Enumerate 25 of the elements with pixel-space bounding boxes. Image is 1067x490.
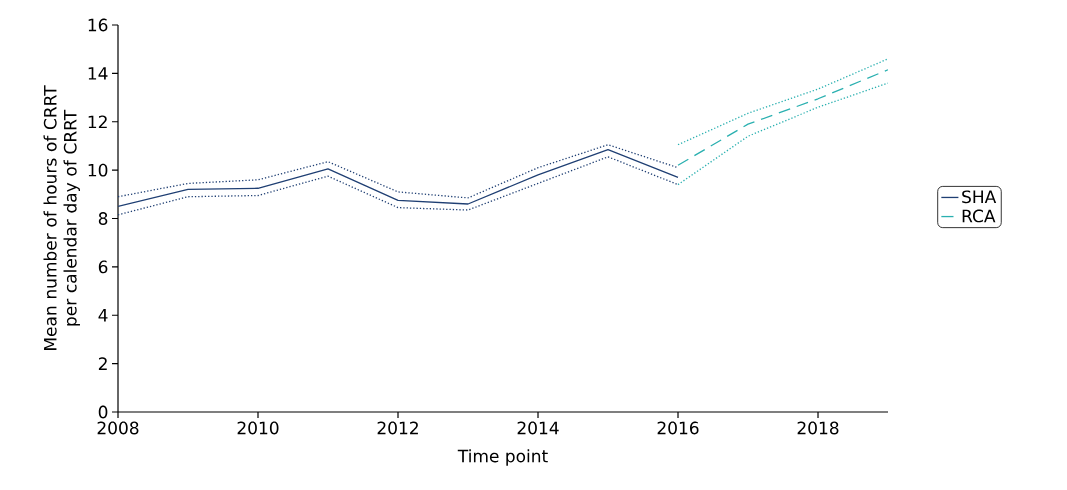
- y-tick-label: 10: [88, 163, 108, 177]
- legend-label: RCA: [962, 209, 996, 223]
- y-axis-title: Mean number of hours of CRRT per calendar day of CRRT: [43, 85, 80, 350]
- y-tick-label: 14: [88, 67, 108, 80]
- x-tick-label: 2016: [657, 421, 699, 435]
- y-tick-label: 12: [88, 115, 107, 129]
- x-axis-title: Time point: [457, 449, 548, 466]
- y-tick-label: 0: [98, 405, 108, 419]
- line-series: [118, 156, 679, 216]
- line-series: [677, 58, 889, 146]
- line-series: [677, 82, 889, 186]
- x-tick-label: 2014: [517, 421, 559, 435]
- line-series: [118, 144, 679, 199]
- x-tick-label: 2012: [377, 421, 418, 435]
- y-tick-label: 2: [98, 357, 107, 370]
- line-series: [677, 69, 889, 166]
- x-tick-label: 2010: [237, 421, 279, 435]
- y-tick-label: 16: [88, 18, 108, 32]
- y-tick-label: 4: [98, 309, 108, 322]
- x-tick-label: 2008: [97, 421, 139, 435]
- line-series: [118, 148, 679, 208]
- y-tick-label: 8: [98, 212, 108, 225]
- y-tick-label: 6: [98, 260, 108, 274]
- x-tick-label: 2018: [797, 421, 839, 435]
- legend-label: SHA: [962, 190, 997, 204]
